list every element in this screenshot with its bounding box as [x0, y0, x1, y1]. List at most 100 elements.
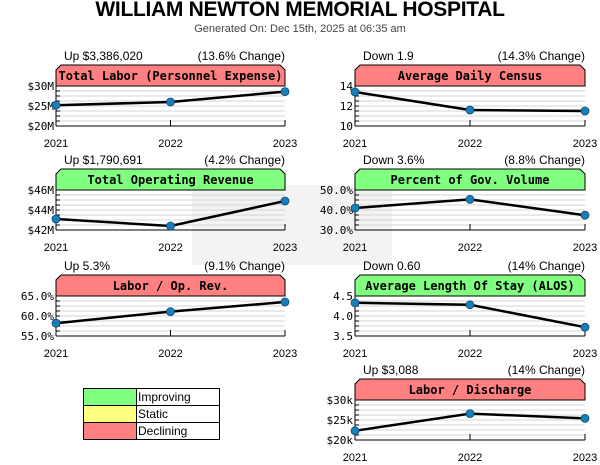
- data-point: [350, 298, 360, 308]
- legend-label: Static: [136, 405, 220, 423]
- change-label: (8.8% Change): [504, 153, 585, 167]
- data-point: [350, 203, 360, 213]
- x-tick-label: 2021: [343, 348, 367, 360]
- chart-title: Labor / Op. Rev.: [113, 279, 229, 293]
- data-point: [350, 426, 360, 436]
- legend-item-declining: Declining: [83, 422, 220, 440]
- delta-label: Up 5.3%: [64, 259, 110, 273]
- y-tick-label: 12: [340, 100, 353, 113]
- x-tick-label: 2023: [573, 242, 597, 254]
- legend-label: Improving: [136, 388, 220, 406]
- data-point: [580, 106, 590, 116]
- chart-panel: Up 5.3% (9.1% Change) Labor / Op. Rev. 55.0…: [21, 259, 297, 360]
- x-tick-label: 2021: [44, 242, 68, 254]
- change-label: (4.2% Change): [204, 153, 285, 167]
- data-point: [51, 214, 61, 224]
- change-label: (14% Change): [508, 363, 585, 377]
- data-point: [580, 210, 590, 220]
- data-point: [465, 105, 475, 115]
- y-tick-label: $20M: [28, 120, 55, 133]
- chart-panel: Down 1.9 (14.3% Change) Average Daily Cens…: [340, 49, 597, 150]
- data-point: [166, 221, 175, 231]
- delta-label: Up $3,088: [363, 363, 419, 377]
- x-tick-label: 2021: [44, 138, 68, 150]
- data-point: [465, 194, 475, 204]
- x-tick-label: 2022: [458, 138, 482, 150]
- y-tick-label: 55.0%: [21, 330, 54, 343]
- status-header-improving: [354, 168, 586, 191]
- y-tick-label: 65.0%: [21, 290, 54, 303]
- status-header-improving: [55, 168, 286, 191]
- status-header-declining: [55, 64, 286, 87]
- chart-title: Total Operating Revenue: [87, 173, 253, 187]
- data-point: [51, 100, 61, 110]
- legend-item-static: Static: [83, 405, 220, 423]
- x-tick-label: 2022: [158, 138, 182, 150]
- chart-title: Total Labor (Personnel Expense): [59, 69, 283, 83]
- x-tick-label: 2023: [573, 452, 597, 464]
- chart-panel: Up $1,790,691 (4.2% Change) Total Operatin…: [28, 153, 298, 254]
- delta-label: Down 0.60: [363, 259, 421, 273]
- data-point: [350, 87, 360, 97]
- chart-panel: Down 3.6% (8.8% Change) Percent of Gov. Vo…: [320, 153, 597, 254]
- status-header-improving: [354, 274, 586, 297]
- delta-label: Up $3,386,020: [64, 49, 143, 63]
- x-tick-label: 2021: [44, 348, 68, 360]
- chart-title: Labor / Discharge: [409, 383, 532, 397]
- y-tick-label: 3.5: [333, 330, 353, 343]
- chart-panel: Up $3,088 (14% Change) Labor / Discharge $2…: [327, 363, 598, 464]
- x-tick-label: 2021: [343, 242, 367, 254]
- chart-title: Average Daily Census: [398, 69, 543, 83]
- data-point: [280, 196, 290, 206]
- x-tick-label: 2023: [273, 348, 297, 360]
- legend-swatch-static: [83, 405, 137, 423]
- data-point: [280, 87, 290, 96]
- y-tick-label: 14: [340, 80, 354, 93]
- change-label: (9.1% Change): [204, 259, 285, 273]
- x-tick-label: 2021: [343, 138, 367, 150]
- y-tick-label: $46M: [28, 184, 55, 197]
- generated-timestamp: Generated On: Dec 15th, 2025 at 06:35 am: [194, 23, 406, 35]
- y-tick-label: 50.0%: [320, 184, 353, 197]
- legend: Improving Static Declining: [83, 388, 220, 440]
- y-tick-label: $42M: [28, 224, 55, 237]
- y-tick-label: $30M: [28, 80, 55, 93]
- y-tick-label: 4.5: [333, 290, 353, 303]
- x-tick-label: 2023: [573, 138, 597, 150]
- chart-title: Average Length Of Stay (ALOS): [365, 279, 575, 293]
- change-label: (14% Change): [508, 259, 585, 273]
- y-tick-label: 60.0%: [21, 310, 54, 323]
- chart-panel: Down 0.60 (14% Change) Average Length Of S…: [333, 259, 597, 360]
- y-tick-label: $30k: [327, 394, 354, 407]
- status-header-declining: [55, 274, 286, 297]
- chart-panel: Up $3,386,020 (13.6% Change) Total Labor (…: [28, 49, 298, 150]
- legend-item-improving: Improving: [83, 388, 220, 406]
- delta-label: Down 1.9: [363, 49, 414, 63]
- change-label: (14.3% Change): [498, 49, 585, 63]
- data-point: [580, 322, 590, 332]
- x-tick-label: 2022: [158, 348, 182, 360]
- x-tick-label: 2021: [343, 452, 367, 464]
- legend-label: Declining: [136, 422, 220, 440]
- x-tick-label: 2022: [158, 242, 182, 254]
- y-tick-label: 30.0%: [320, 224, 353, 237]
- data-point: [166, 307, 175, 317]
- y-tick-label: $25M: [28, 100, 55, 113]
- x-tick-label: 2023: [273, 242, 297, 254]
- x-tick-label: 2023: [573, 348, 597, 360]
- data-point: [280, 297, 290, 307]
- x-tick-label: 2022: [458, 348, 482, 360]
- y-tick-label: $20k: [327, 434, 354, 447]
- chart-title: Percent of Gov. Volume: [391, 173, 550, 187]
- data-point: [166, 97, 175, 107]
- x-tick-label: 2022: [458, 452, 482, 464]
- y-tick-label: $44M: [28, 204, 55, 217]
- change-label: (13.6% Change): [198, 49, 285, 63]
- data-point: [51, 318, 61, 328]
- legend-swatch-declining: [83, 422, 137, 440]
- delta-label: Up $1,790,691: [64, 153, 143, 167]
- x-tick-label: 2022: [458, 242, 482, 254]
- status-header-declining: [354, 378, 586, 401]
